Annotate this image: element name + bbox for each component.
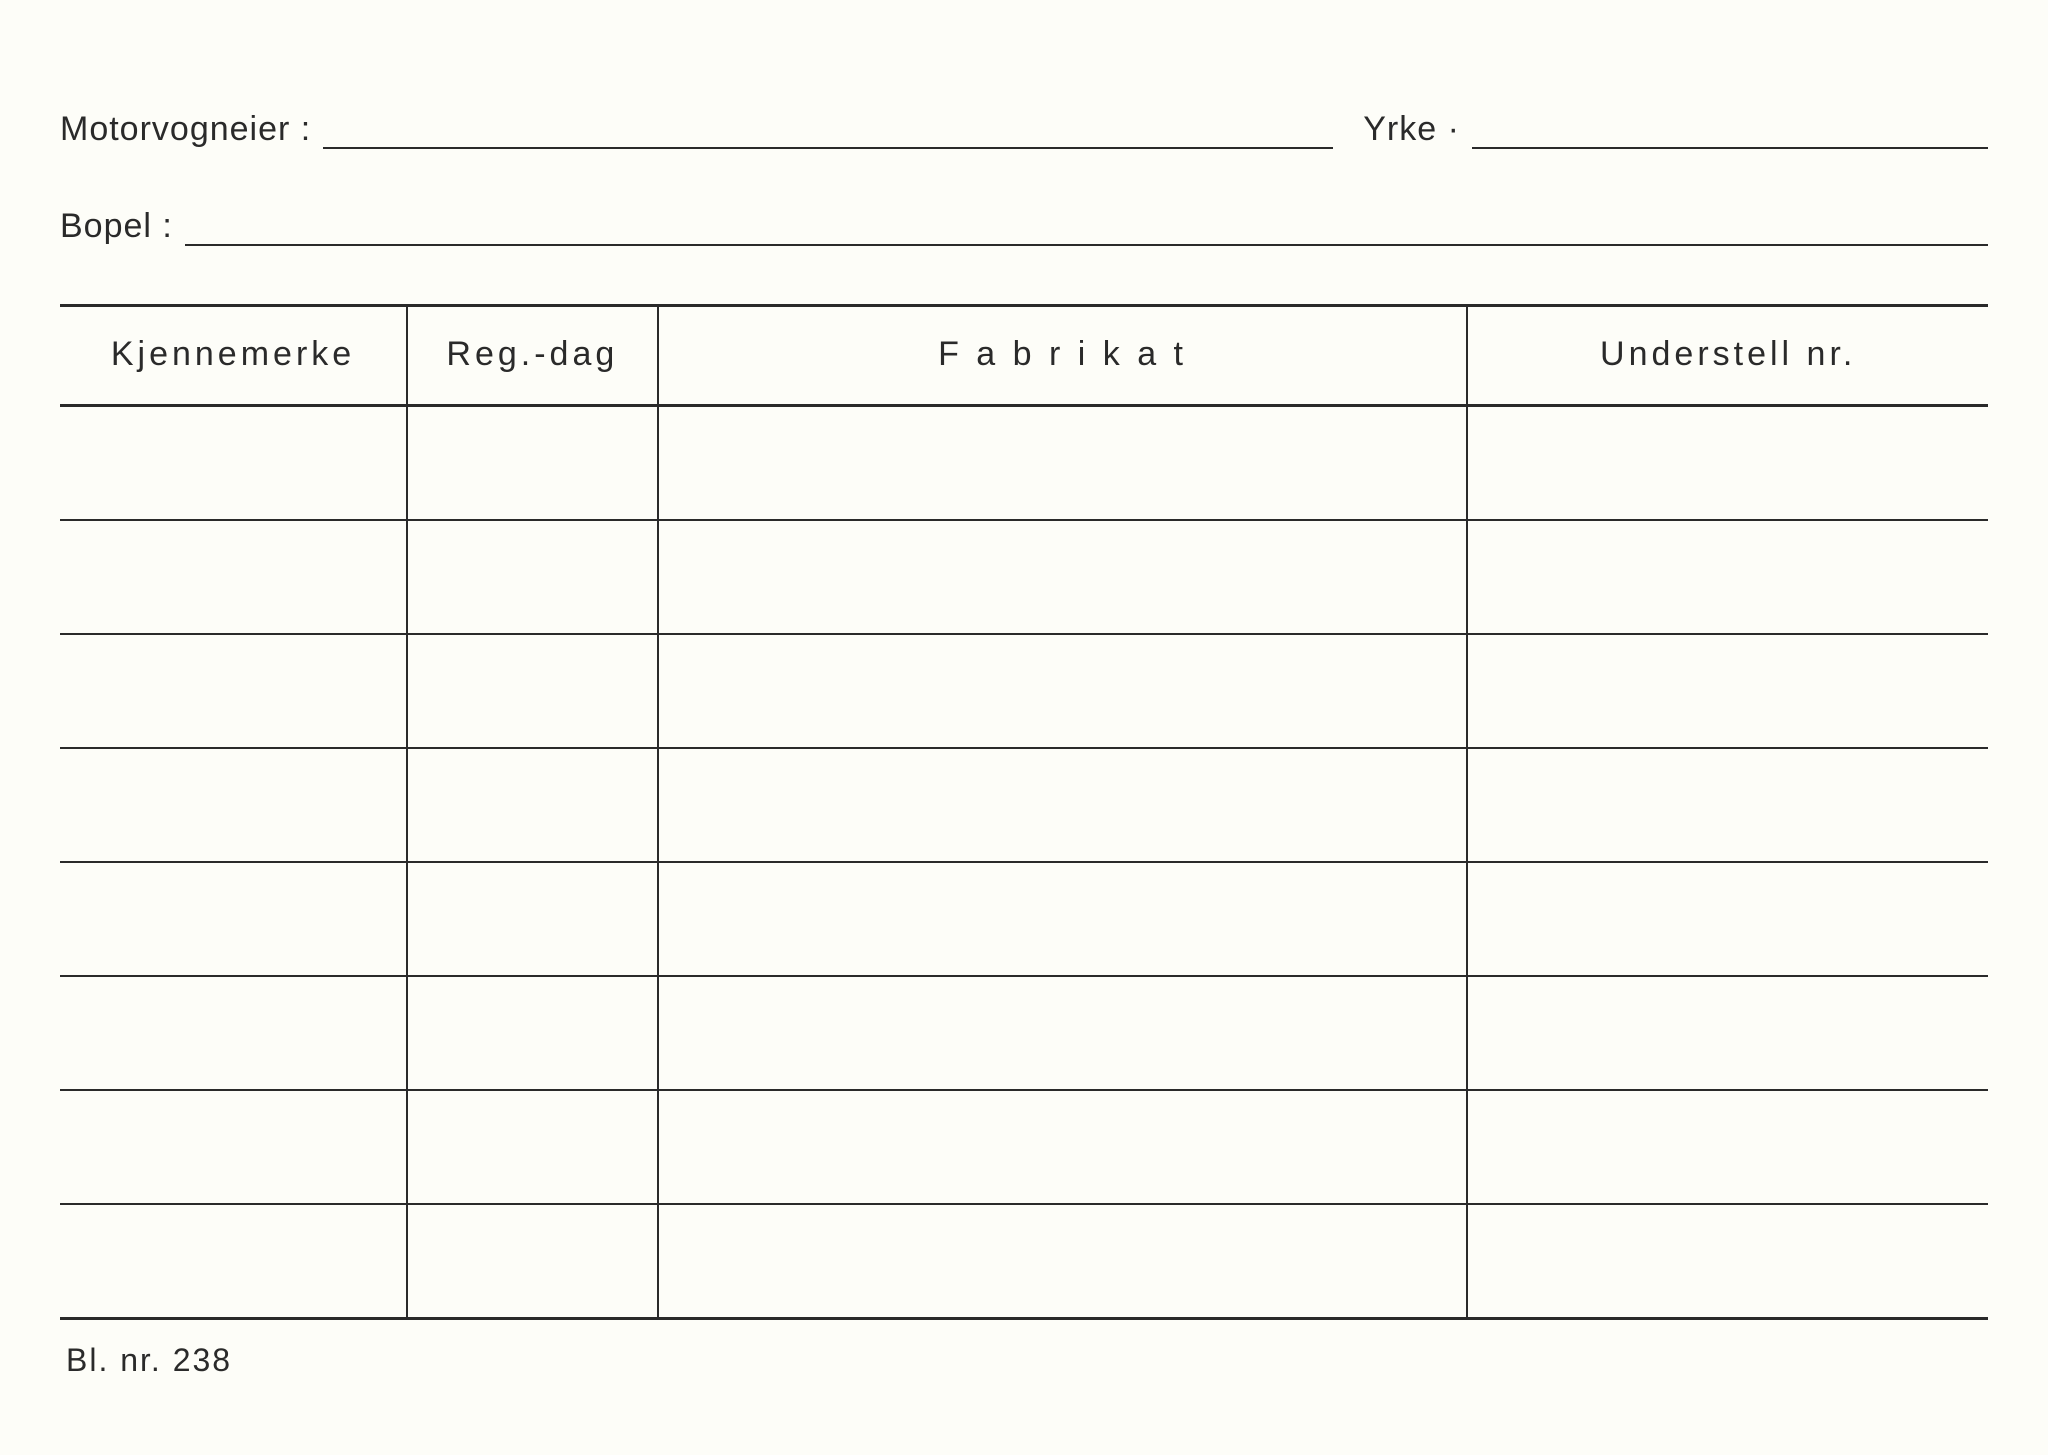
table-row <box>60 862 1988 976</box>
cell[interactable] <box>658 406 1468 521</box>
vehicle-table: Kjennemerke Reg.-dag F a b r i k a t Und… <box>60 304 1988 1320</box>
cell[interactable] <box>658 748 1468 862</box>
yrke-label: Yrke · <box>1353 110 1472 149</box>
cell[interactable] <box>1467 976 1988 1090</box>
cell[interactable] <box>407 634 658 748</box>
col-regdag: Reg.-dag <box>407 306 658 406</box>
cell[interactable] <box>658 1090 1468 1204</box>
form-card: Motorvogneier : Yrke · Bopel : Kjennemer… <box>0 0 2048 1455</box>
cell[interactable] <box>1467 862 1988 976</box>
owner-input-line[interactable] <box>323 113 1333 149</box>
bopel-input-line[interactable] <box>185 210 1988 246</box>
col-kjennemerke: Kjennemerke <box>60 306 407 406</box>
cell[interactable] <box>1467 1090 1988 1204</box>
table-row <box>60 748 1988 862</box>
cell[interactable] <box>60 748 407 862</box>
cell[interactable] <box>407 748 658 862</box>
cell[interactable] <box>60 1204 407 1319</box>
cell[interactable] <box>60 976 407 1090</box>
cell[interactable] <box>1467 748 1988 862</box>
cell[interactable] <box>1467 406 1988 521</box>
cell[interactable] <box>60 862 407 976</box>
yrke-input-line[interactable] <box>1472 113 1988 149</box>
cell[interactable] <box>1467 1204 1988 1319</box>
cell[interactable] <box>60 520 407 634</box>
owner-label: Motorvogneier : <box>60 110 323 149</box>
form-number: Bl. nr. 238 <box>60 1342 1988 1379</box>
col-understell: Understell nr. <box>1467 306 1988 406</box>
col-fabrikat: F a b r i k a t <box>658 306 1468 406</box>
table-row <box>60 634 1988 748</box>
cell[interactable] <box>658 976 1468 1090</box>
cell[interactable] <box>658 1204 1468 1319</box>
cell[interactable] <box>60 406 407 521</box>
cell[interactable] <box>60 634 407 748</box>
table-row <box>60 976 1988 1090</box>
cell[interactable] <box>1467 520 1988 634</box>
cell[interactable] <box>658 634 1468 748</box>
table-row <box>60 1090 1988 1204</box>
cell[interactable] <box>658 520 1468 634</box>
cell[interactable] <box>407 1090 658 1204</box>
owner-yrke-row: Motorvogneier : Yrke · <box>60 110 1988 149</box>
bopel-row: Bopel : <box>60 207 1988 246</box>
bopel-label: Bopel : <box>60 207 185 246</box>
table-body <box>60 406 1988 1319</box>
cell[interactable] <box>407 976 658 1090</box>
table-row <box>60 1204 1988 1319</box>
cell[interactable] <box>1467 634 1988 748</box>
cell[interactable] <box>658 862 1468 976</box>
table-header-row: Kjennemerke Reg.-dag F a b r i k a t Und… <box>60 306 1988 406</box>
cell[interactable] <box>407 520 658 634</box>
cell[interactable] <box>407 862 658 976</box>
cell[interactable] <box>407 406 658 521</box>
cell[interactable] <box>60 1090 407 1204</box>
table-row <box>60 520 1988 634</box>
cell[interactable] <box>407 1204 658 1319</box>
table-row <box>60 406 1988 521</box>
